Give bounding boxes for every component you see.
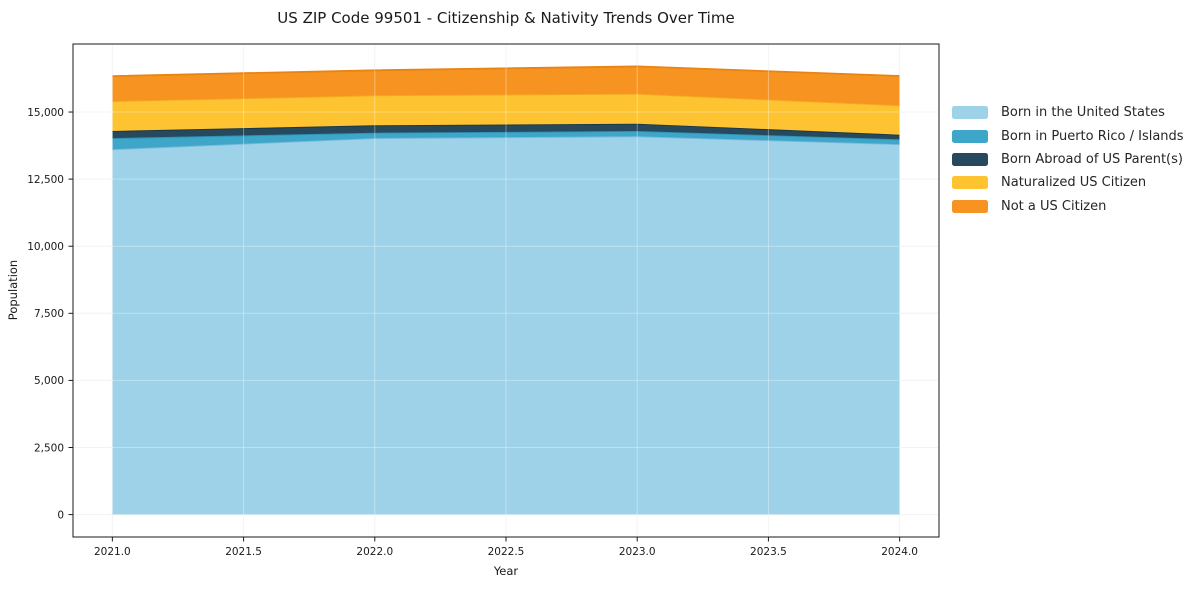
legend-swatch-1 [952,129,988,143]
legend-item-3: Naturalized US Citizen [952,171,1184,194]
y-tick-label: 2,500 [34,442,64,454]
legend-swatch-2 [952,152,988,166]
legend-item-2: Born Abroad of US Parent(s) [952,148,1184,171]
legend-item-4: Not a US Citizen [952,195,1184,218]
legend: Born in the United States Born in Puerto … [952,101,1184,218]
chart-title: US ZIP Code 99501 - Citizenship & Nativi… [277,9,735,27]
y-tick-label: 15,000 [27,107,64,119]
x-tick-label: 2022.0 [356,546,393,558]
y-tick-label: 12,500 [27,174,64,186]
y-tick-label: 7,500 [34,308,64,320]
legend-item-0: Born in the United States [952,101,1184,124]
legend-item-1: Born in Puerto Rico / Islands [952,124,1184,147]
axis-ticks: 2021.0 2021.5 2022.0 2022.5 2023.0 2023.5 2024… [27,107,918,558]
area-edge-4 [112,65,900,77]
legend-label-2: Born Abroad of US Parent(s) [1001,151,1183,167]
legend-label-1: Born in Puerto Rico / Islands [1001,128,1184,144]
gridlines-over [73,44,939,537]
area-series-0 [112,136,900,515]
legend-label-0: Born in the United States [1001,105,1165,121]
x-tick-label: 2021.0 [94,546,131,558]
x-tick-label: 2023.0 [619,546,656,558]
legend-swatch-4 [952,199,988,213]
legend-label-3: Naturalized US Citizen [1001,175,1147,191]
x-tick-label: 2023.5 [750,546,787,558]
x-axis-label: Year [493,564,519,578]
x-tick-label: 2022.5 [488,546,525,558]
x-tick-label: 2021.5 [225,546,262,558]
y-axis-label: Population [6,259,20,321]
stacked-areas [112,65,900,515]
y-tick-label: 0 [57,509,64,521]
x-tick-label: 2024.0 [881,546,918,558]
area-series-3 [112,93,900,135]
y-tick-label: 5,000 [34,375,64,387]
area-series-1 [112,131,900,150]
area-series-4 [112,66,900,106]
legend-label-4: Not a US Citizen [1001,198,1107,214]
y-tick-label: 10,000 [27,241,64,253]
legend-swatch-3 [952,176,988,190]
legend-swatch-0 [952,106,988,120]
